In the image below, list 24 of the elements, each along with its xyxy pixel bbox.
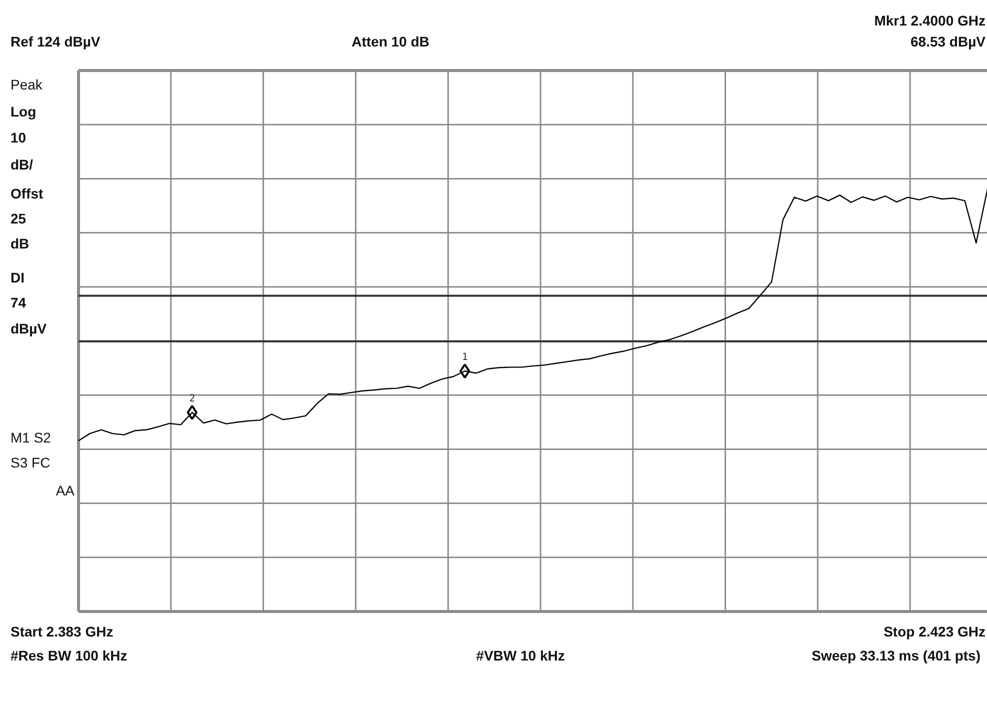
text: Stop 2.423 GHz bbox=[884, 624, 986, 640]
text: Ref 124 dBµV bbox=[10, 34, 101, 50]
text: Peak bbox=[10, 76, 44, 92]
text: Atten 10 dB bbox=[352, 34, 430, 50]
annotation: 2 bbox=[189, 393, 196, 404]
text: dB/ bbox=[10, 156, 34, 172]
text: Start 2.383 GHz bbox=[10, 624, 114, 640]
text: Offst bbox=[10, 186, 44, 202]
text: 68.53 dBµV bbox=[910, 34, 986, 50]
text: Log bbox=[10, 104, 36, 120]
text: #Res BW 100 kHz bbox=[10, 648, 128, 664]
text: M1 S2 bbox=[10, 430, 52, 446]
annotation: 1 bbox=[462, 352, 468, 364]
text: 25 bbox=[10, 210, 26, 226]
text: S3 FC bbox=[10, 454, 50, 470]
text: DI bbox=[10, 270, 24, 286]
text: dB bbox=[10, 236, 30, 252]
text: Sweep 33.13 ms (401 pts) bbox=[812, 648, 981, 664]
text: dBµV bbox=[10, 320, 48, 336]
text: 10 bbox=[10, 130, 26, 146]
text: Mkr1 2.4000 GHz bbox=[874, 12, 986, 28]
text: 74 bbox=[10, 294, 26, 310]
text: #VBW 10 kHz bbox=[476, 648, 565, 664]
text: AA bbox=[56, 482, 76, 498]
